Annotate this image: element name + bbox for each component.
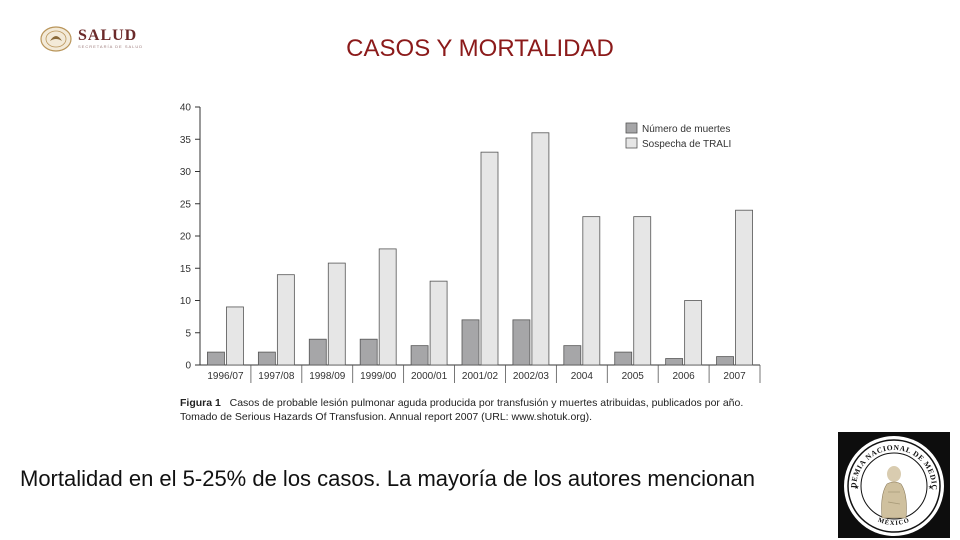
legend-label: Sospecha de TRALI: [642, 139, 731, 150]
x-tick-label: 2000/01: [411, 371, 448, 382]
eagle-emblem-icon: [40, 26, 72, 52]
bar-muertes: [257, 351, 276, 366]
y-tick-label: 0: [185, 361, 191, 372]
y-tick-label: 20: [180, 232, 192, 243]
bar-trali: [684, 300, 703, 366]
x-tick-label: 1997/08: [258, 371, 295, 382]
bar-trali: [378, 248, 397, 366]
bar-trali: [582, 216, 601, 366]
bar-trali: [480, 151, 499, 366]
logo-subtext: SECRETARÍA DE SALUD: [78, 44, 144, 49]
y-tick-label: 30: [180, 167, 192, 178]
bar-trali: [735, 209, 753, 366]
hippocrates-statue-icon: [881, 466, 907, 519]
slide-title: CASOS Y MORTALIDAD: [346, 35, 614, 62]
caption-text: Casos de probable lesión pulmonar aguda …: [180, 397, 744, 423]
y-tick-label: 25: [180, 199, 192, 210]
bar-trali: [226, 306, 244, 366]
seal-text-bottom: MÉXICO: [877, 517, 910, 527]
x-tick-label: 1996/07: [207, 371, 244, 382]
x-tick-label: 2004: [571, 371, 594, 382]
caption-label: Figura 1: [180, 397, 221, 409]
bar-muertes: [410, 345, 429, 366]
y-tick-label: 40: [180, 103, 192, 114]
bar-muertes: [461, 319, 480, 366]
legend-label: Número de muertes: [642, 124, 730, 135]
bar-muertes: [512, 319, 531, 366]
bar-trali: [276, 274, 295, 366]
y-tick-label: 15: [180, 264, 192, 275]
x-tick-label: 2007: [723, 371, 746, 382]
y-tick-label: 5: [185, 328, 191, 339]
bar-muertes: [308, 338, 327, 366]
bar-trali: [633, 216, 652, 366]
x-tick-label: 1998/09: [309, 371, 346, 382]
svg-text:MÉXICO: MÉXICO: [877, 517, 911, 527]
x-tick-label: 2006: [673, 371, 696, 382]
bar-trali: [429, 280, 448, 366]
y-tick-label: 10: [180, 296, 192, 307]
bar-muertes: [563, 345, 582, 366]
x-tick-label: 1999/00: [360, 371, 397, 382]
bar-muertes: [359, 338, 378, 366]
y-tick-label: 35: [180, 135, 192, 146]
logo-text: SALUD: [78, 27, 138, 44]
bar-muertes: [207, 351, 225, 366]
legend-swatch: [625, 137, 638, 149]
mortality-statement: Mortalidad en el 5-25% de los casos. La …: [20, 466, 755, 491]
seal-star-left-icon: ★: [854, 484, 859, 491]
bar-chart: 0 5 10 15 20 25 30 35 40 1996/07 1997/08 1998/09 199…: [180, 103, 761, 383]
salud-logo: SALUD SECRETARÍA DE SALUD: [40, 26, 170, 54]
bar-muertes: [614, 351, 633, 366]
bar-trali: [327, 262, 346, 366]
bar-trali: [531, 132, 550, 366]
academia-seal: ACADEMIA NACIONAL DE MEDICINA MÉXICO ★ ★: [838, 432, 950, 538]
bar-muertes: [665, 358, 684, 366]
seal-star-right-icon: ★: [928, 484, 933, 491]
bar-muertes: [716, 356, 734, 366]
figure-caption: Figura 1 Casos de probable lesión pulmon…: [180, 396, 770, 424]
x-tick-label: 2002/03: [513, 371, 550, 382]
x-tick-label: 2005: [622, 371, 645, 382]
legend-swatch: [625, 122, 638, 134]
x-tick-label: 2001/02: [462, 371, 499, 382]
